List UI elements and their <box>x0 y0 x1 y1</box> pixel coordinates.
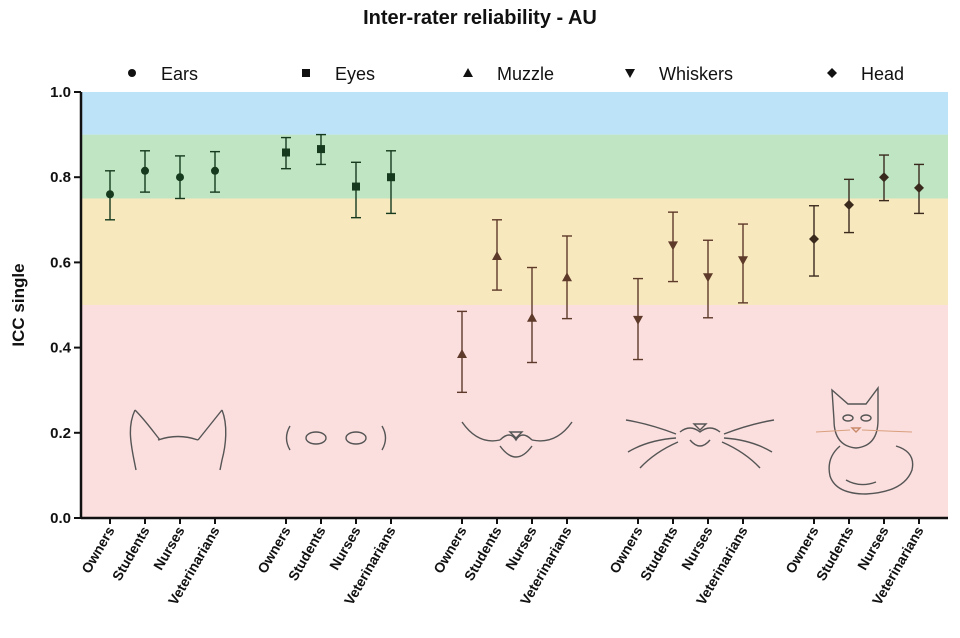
series-ears <box>105 150 220 221</box>
legend-label: Muzzle <box>497 64 554 84</box>
band-0 <box>81 305 948 518</box>
y-tick-label: 0.6 <box>50 254 71 271</box>
series-eyes <box>281 133 396 219</box>
legend-label: Head <box>861 64 904 84</box>
y-tick-label: 1.0 <box>50 84 71 101</box>
legend-marker <box>128 69 136 77</box>
data-point <box>562 272 572 282</box>
data-point <box>352 182 360 191</box>
data-point <box>282 148 290 157</box>
data-point <box>879 172 889 183</box>
legend-marker <box>302 69 310 77</box>
y-axis-label: ICC single <box>9 263 28 346</box>
series-whiskers <box>633 211 748 361</box>
band-1 <box>81 198 948 305</box>
data-point <box>668 241 678 251</box>
legend-label: Ears <box>161 64 198 84</box>
data-point <box>106 190 114 199</box>
ears-sketch <box>129 409 227 471</box>
x-tick-label: Nurses <box>150 523 188 572</box>
data-point <box>211 166 219 175</box>
x-tick-label: Nurses <box>326 523 364 572</box>
legend-marker <box>463 68 473 77</box>
data-point <box>809 233 819 244</box>
series-head <box>809 154 924 277</box>
whiskers-sketch <box>625 419 775 469</box>
data-point <box>914 182 924 193</box>
data-point <box>457 348 467 358</box>
data-point <box>387 173 395 182</box>
head-sketch <box>815 385 914 495</box>
data-point <box>703 273 713 283</box>
data-point <box>844 199 854 210</box>
legend-marker <box>625 69 635 78</box>
data-point <box>738 256 748 266</box>
data-point <box>141 166 149 175</box>
band-3 <box>81 92 948 135</box>
y-axis-ticks: 0.0 0.2 0.4 0.6 0.8 1.0 <box>50 84 81 527</box>
y-tick-label: 0.2 <box>50 425 71 442</box>
axes <box>79 92 948 520</box>
x-tick-label: Nurses <box>678 523 716 572</box>
data-point <box>317 145 325 154</box>
legend-label: Eyes <box>335 64 375 84</box>
x-tick-label: Owners <box>254 523 294 576</box>
legend-item-ears: Ears <box>128 64 198 84</box>
legend-item-whiskers: Whiskers <box>625 64 733 84</box>
x-tick-label: Nurses <box>502 523 540 572</box>
data-point <box>176 173 184 182</box>
legend-item-head: Head <box>827 64 904 84</box>
series-layer <box>105 133 924 394</box>
x-tick-label: Owners <box>606 523 646 576</box>
x-tick-label: Owners <box>782 523 822 576</box>
data-point <box>527 312 537 322</box>
data-point <box>492 251 502 261</box>
band-2 <box>81 134 948 199</box>
series-muzzle <box>457 219 572 394</box>
muzzle-sketch <box>461 421 573 458</box>
legend-item-muzzle: Muzzle <box>463 64 554 84</box>
x-tick-label: Owners <box>78 523 118 576</box>
data-point <box>633 315 643 325</box>
legend-label: Whiskers <box>659 64 733 84</box>
chart-title: Inter-rater reliability - AU <box>363 7 597 29</box>
legend: Ears Eyes Muzzle Whiskers Head <box>128 64 904 84</box>
x-tick-label: Nurses <box>854 523 892 572</box>
eyes-sketch <box>285 425 387 451</box>
y-tick-label: 0.0 <box>50 510 71 527</box>
legend-marker <box>827 68 837 78</box>
reliability-bands <box>81 92 948 518</box>
x-tick-label: Owners <box>430 523 470 576</box>
y-tick-label: 0.4 <box>50 340 72 357</box>
y-tick-label: 0.8 <box>50 169 71 186</box>
legend-item-eyes: Eyes <box>302 64 375 84</box>
